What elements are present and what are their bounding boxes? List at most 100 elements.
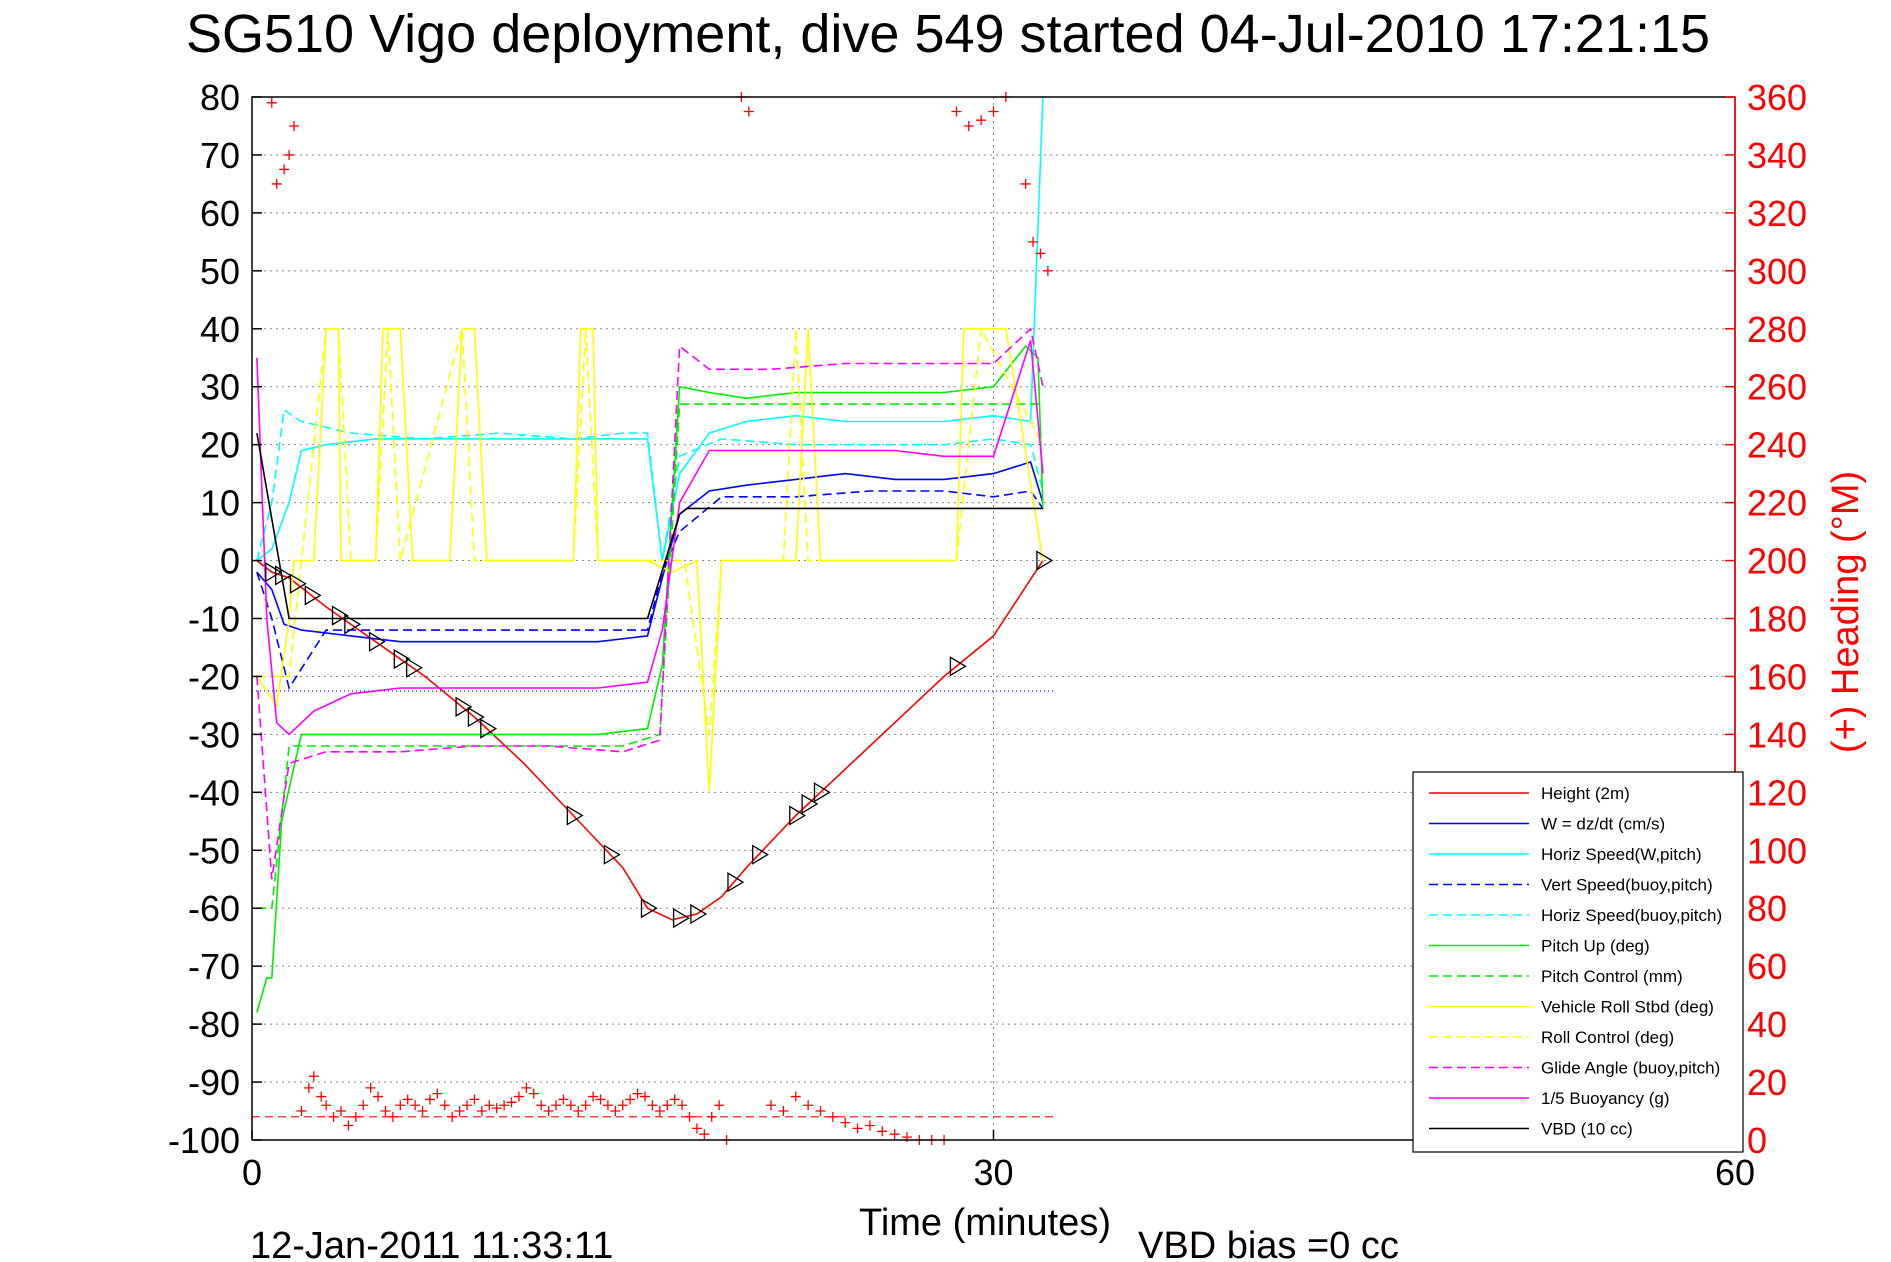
heading-point	[506, 1097, 517, 1108]
heading-point	[877, 1126, 888, 1137]
triangle-marker	[289, 573, 307, 594]
left-tick-label: 70	[200, 135, 240, 176]
heading-point	[365, 1082, 376, 1093]
heading-point	[677, 1100, 688, 1111]
left-tick-label: 10	[200, 483, 240, 524]
legend-label-w-dz-dt-cm-s: W = dz/dt (cm/s)	[1541, 815, 1665, 834]
left-tick-label: 0	[220, 541, 240, 582]
legend-label-horiz-speed-buoy-pitch: Horiz Speed(buoy,pitch)	[1541, 906, 1722, 925]
heading-point	[373, 1091, 384, 1102]
right-tick-label: 60	[1747, 946, 1787, 987]
heading-point	[308, 1071, 319, 1082]
right-tick-label: 100	[1747, 830, 1807, 871]
heading-point	[852, 1123, 863, 1134]
left-tick-label: -40	[188, 772, 240, 813]
heading-point	[279, 164, 290, 175]
triangle-marker	[813, 782, 831, 803]
series-horiz-speed-w-pitch	[256, 96, 1044, 562]
right-tick-label: 80	[1747, 888, 1787, 929]
triangle-marker	[406, 657, 423, 678]
heading-point	[963, 120, 974, 131]
right-tick-label: 0	[1747, 1120, 1767, 1161]
legend-label-vbd-10-cc: VBD (10 cc)	[1541, 1120, 1633, 1139]
left-tick-label: 30	[200, 367, 240, 408]
right-tick-label: 140	[1747, 714, 1807, 755]
heading-point	[803, 1100, 814, 1111]
heading-point	[625, 1094, 636, 1105]
left-tick-label: 40	[200, 309, 240, 350]
heading-point	[454, 1106, 465, 1117]
legend-label-vehicle-roll-stbd-deg: Vehicle Roll Stbd (deg)	[1541, 998, 1714, 1017]
series-vbd-10-cc	[256, 432, 1043, 620]
heading-point	[580, 1100, 591, 1111]
heading-point	[335, 1106, 346, 1117]
series-horiz-speed-buoy-pitch	[256, 408, 1044, 561]
right-axis-label: (+) Heading (°M)	[1825, 471, 1867, 753]
heading-point	[521, 1082, 532, 1093]
right-tick-label: 260	[1747, 367, 1807, 408]
series-roll-control-deg	[256, 326, 1044, 735]
left-tick-label: 50	[200, 251, 240, 292]
marker-layer	[265, 550, 1054, 929]
legend-label-roll-control-deg: Roll Control (deg)	[1541, 1028, 1674, 1047]
heading-point	[439, 1100, 450, 1111]
heading-point	[743, 106, 754, 117]
heading-point	[296, 1106, 307, 1117]
heading-point	[410, 1100, 421, 1111]
triangle-marker	[603, 844, 621, 865]
heading-point	[778, 1106, 789, 1117]
heading-point	[602, 1100, 613, 1111]
x-tick-label: 60	[1715, 1152, 1755, 1193]
left-tick-label: -50	[188, 830, 240, 871]
right-tick-label: 120	[1747, 772, 1807, 813]
triangle-marker	[455, 696, 473, 718]
triangle-marker	[393, 648, 411, 670]
heading-point	[476, 1106, 487, 1117]
heading-point	[469, 1094, 480, 1105]
triangle-marker	[275, 565, 292, 586]
right-tick-label: 280	[1747, 309, 1807, 350]
right-tick-label: 240	[1747, 425, 1807, 466]
heading-point	[889, 1129, 900, 1140]
triangle-marker	[304, 585, 322, 606]
triangle-marker	[690, 903, 708, 925]
series-pitch-control-mm	[256, 403, 1043, 910]
legend-box	[1412, 771, 1744, 1153]
left-tick-label: -60	[188, 888, 240, 929]
heading-point	[284, 149, 295, 160]
triangle-marker	[265, 561, 283, 583]
heading-point	[271, 178, 282, 189]
triangle-marker	[727, 871, 745, 893]
heading-point	[1028, 236, 1039, 247]
x-tick-label: 30	[973, 1152, 1013, 1193]
left-tick-label: -70	[188, 946, 240, 987]
heading-point	[684, 1111, 695, 1122]
heading-point	[588, 1091, 599, 1102]
heading-point	[617, 1100, 628, 1111]
left-tick-label: 60	[200, 193, 240, 234]
right-tick-label: 340	[1747, 135, 1807, 176]
heading-point	[714, 1100, 725, 1111]
heading-point	[462, 1100, 473, 1111]
heading-point	[573, 1106, 584, 1117]
heading-point	[543, 1106, 554, 1117]
legend-label-glide-angle-buoy-pitch: Glide Angle (buoy,pitch)	[1541, 1059, 1720, 1078]
left-tick-label: -90	[188, 1062, 240, 1103]
heading-point	[424, 1094, 435, 1105]
left-tick-label: -10	[188, 599, 240, 640]
heading-point	[558, 1094, 569, 1105]
triangle-marker	[672, 907, 690, 929]
heading-point	[1020, 178, 1031, 189]
heading-point	[864, 1120, 875, 1131]
heading-point	[343, 1120, 354, 1131]
heading-point	[266, 97, 277, 108]
heading-point	[815, 1106, 826, 1117]
triangle-marker	[801, 793, 819, 815]
heading-point	[321, 1100, 332, 1111]
heading-point	[647, 1100, 658, 1111]
left-tick-label: -80	[188, 1004, 240, 1045]
legend-label-height-2m: Height (2m)	[1541, 784, 1630, 803]
heading-point	[706, 1111, 717, 1122]
heading-point	[491, 1103, 502, 1114]
